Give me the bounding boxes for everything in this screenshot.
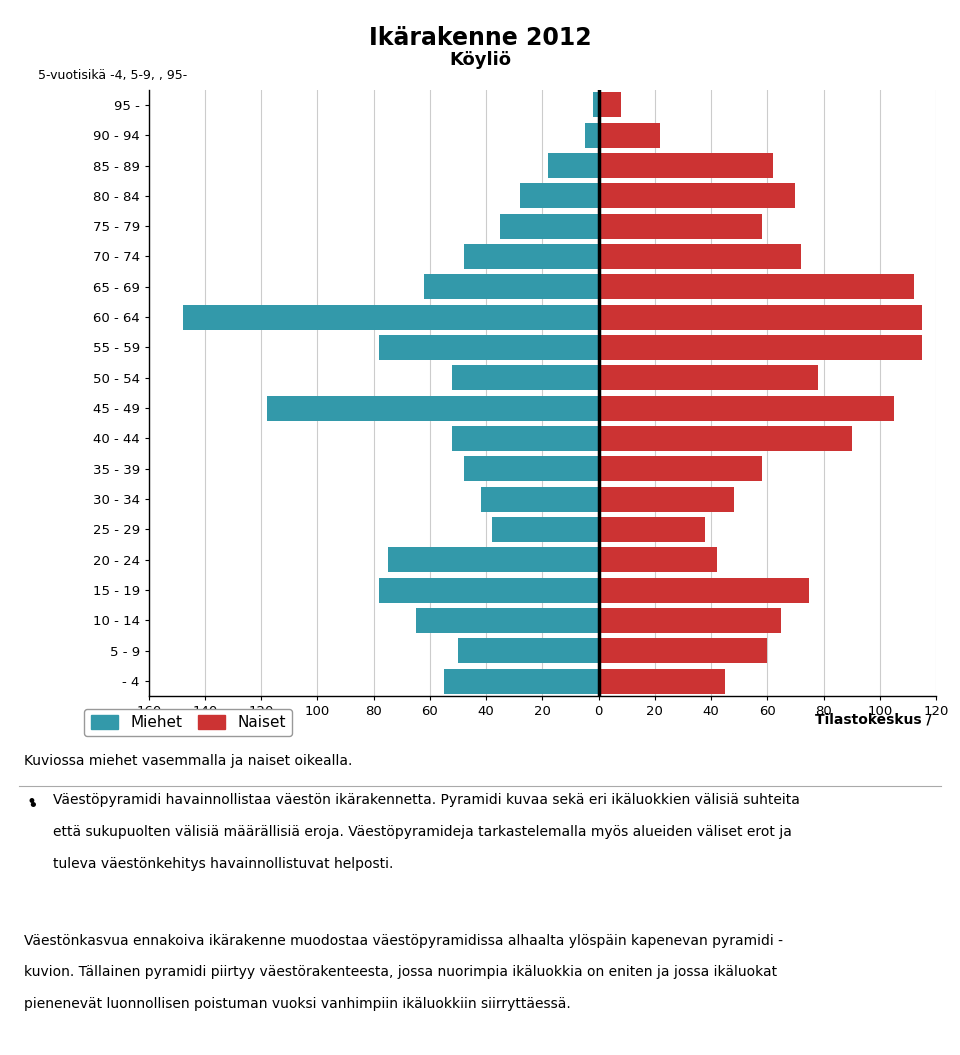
Text: pienenevät luonnollisen poistuman vuoksi vanhimpiin ikäluokkiin siirryttäessä.: pienenevät luonnollisen poistuman vuoksi…: [24, 997, 571, 1011]
Text: Ikärakenne 2012: Ikärakenne 2012: [369, 26, 591, 51]
Bar: [548, 153, 599, 178]
Bar: [599, 244, 801, 269]
Text: että sukupuolten välisiä määrällisiä eroja. Väestöpyramideja tarkastelemalla myö: että sukupuolten välisiä määrällisiä ero…: [53, 825, 792, 839]
Text: Kuviossa miehet vasemmalla ja naiset oikealla.: Kuviossa miehet vasemmalla ja naiset oik…: [24, 754, 352, 768]
Bar: [464, 457, 599, 481]
Bar: [599, 184, 796, 208]
Text: Väestönkasvua ennakoiva ikärakenne muodostaa väestöpyramidissa alhaalta ylöspäin: Väestönkasvua ennakoiva ikärakenne muodo…: [24, 934, 783, 947]
Bar: [599, 153, 773, 178]
Text: Väestöpyramidi havainnollistaa väestön ikärakennetta. Pyramidi kuvaa sekä eri ik: Väestöpyramidi havainnollistaa väestön i…: [53, 793, 800, 807]
Text: kuvion. Tällainen pyramidi piirtyy väestörakenteesta, jossa nuorimpia ikäluokkia: kuvion. Tällainen pyramidi piirtyy väest…: [24, 965, 778, 979]
Bar: [452, 426, 599, 450]
Bar: [599, 214, 761, 238]
Bar: [599, 638, 767, 664]
Bar: [267, 396, 599, 421]
Bar: [416, 608, 599, 633]
Bar: [599, 365, 818, 390]
Bar: [599, 578, 809, 602]
Bar: [500, 214, 599, 238]
Bar: [599, 396, 894, 421]
Text: tuleva väestönkehitys havainnollistuvat helposti.: tuleva väestönkehitys havainnollistuvat …: [53, 857, 394, 870]
Bar: [452, 365, 599, 390]
Text: Tilastokeskus /: Tilastokeskus /: [815, 712, 931, 727]
Text: Köyliö: Köyliö: [449, 51, 511, 69]
Bar: [388, 548, 599, 572]
Bar: [599, 457, 761, 481]
Bar: [599, 517, 706, 542]
Legend: Miehet, Naiset: Miehet, Naiset: [84, 709, 292, 736]
Bar: [379, 578, 599, 602]
Bar: [599, 93, 621, 117]
Bar: [444, 669, 599, 693]
Bar: [599, 548, 717, 572]
Bar: [182, 305, 599, 329]
Bar: [585, 122, 599, 148]
Bar: [520, 184, 599, 208]
Bar: [458, 638, 599, 664]
Bar: [593, 93, 599, 117]
Text: •: •: [27, 793, 36, 811]
Bar: [599, 305, 922, 329]
Text: 5-vuotisikä -4, 5-9, , 95-: 5-vuotisikä -4, 5-9, , 95-: [38, 69, 187, 81]
Bar: [599, 122, 660, 148]
Bar: [599, 274, 914, 300]
Bar: [464, 244, 599, 269]
Bar: [492, 517, 599, 542]
Bar: [379, 335, 599, 360]
Bar: [424, 274, 599, 300]
Bar: [481, 486, 599, 512]
Bar: [599, 335, 922, 360]
Bar: [599, 426, 852, 450]
Bar: [599, 669, 725, 693]
Text: •: •: [27, 797, 37, 814]
Bar: [599, 486, 733, 512]
Bar: [599, 608, 781, 633]
